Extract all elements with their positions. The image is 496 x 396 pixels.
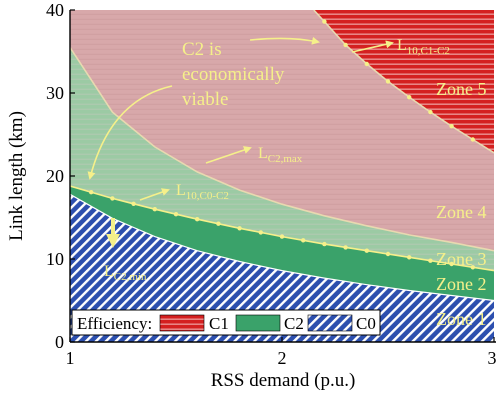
l-c2-min-curve bbox=[70, 193, 494, 302]
l-10-c0-c2-point bbox=[110, 196, 115, 201]
x-tick-label: 1 bbox=[66, 348, 75, 368]
zone-3-region bbox=[70, 47, 494, 271]
l-10-c0-c2-point bbox=[301, 238, 306, 243]
legend-swatch-c1 bbox=[159, 314, 205, 332]
l-10-c0-c2-point bbox=[152, 207, 157, 212]
x-tick-label: 2 bbox=[278, 348, 287, 368]
x-axis-label: RSS demand (p.u.) bbox=[211, 370, 356, 391]
cmax-label-arrow bbox=[205, 146, 252, 164]
zone-1-region bbox=[70, 194, 494, 342]
l-10-c0-c2-point bbox=[364, 248, 369, 253]
cmin-label-arrow bbox=[106, 218, 120, 248]
x-tick-label: 3 bbox=[488, 348, 496, 368]
y-tick-label: 40 bbox=[46, 0, 64, 20]
l-10-c1-c2-point bbox=[449, 124, 454, 129]
l-10-c0-c2-point bbox=[131, 201, 136, 206]
l-10-c1-c2-point bbox=[428, 109, 433, 115]
y-tick-label: 30 bbox=[46, 83, 64, 103]
l-c2-min-label: LC2,min bbox=[104, 263, 147, 283]
y-tick-label: 0 bbox=[55, 332, 64, 352]
y-tick-label: 20 bbox=[46, 166, 64, 186]
c0c2-label-arrow bbox=[139, 188, 170, 201]
l-10-c0-c2-point bbox=[279, 234, 285, 239]
l-10-c0-c2-point bbox=[407, 255, 412, 260]
l-c2-max-label: LC2,max bbox=[258, 145, 303, 165]
y-tick-label: 10 bbox=[46, 249, 64, 269]
l-10-c1-c2-point bbox=[322, 19, 327, 24]
legend-label-c1: C1 bbox=[209, 314, 229, 333]
l-10-c0-c2-point bbox=[470, 265, 475, 270]
legend-swatch-c0 bbox=[307, 314, 353, 332]
viability-annotation: C2 is economically viable bbox=[182, 39, 289, 110]
l-10-c0-c2-point bbox=[428, 258, 433, 263]
zone-label: Zone 5 bbox=[436, 79, 486, 99]
legend-label-c0: C0 bbox=[356, 314, 376, 333]
annotation-arrow-zone3 bbox=[87, 85, 173, 180]
l-10-c1-c2-point bbox=[364, 61, 369, 67]
l-10-c1-c2-label: L10,C1-C2 bbox=[397, 37, 450, 57]
zone-label: Zone 2 bbox=[436, 274, 486, 294]
annotation-arrow-c1c2 bbox=[249, 36, 320, 45]
c1c2-label-arrow bbox=[351, 40, 394, 53]
zone-label: Zone 4 bbox=[436, 202, 486, 222]
l-10-c0-c2-point bbox=[216, 221, 221, 226]
l-10-c1-c2-point bbox=[407, 95, 412, 100]
l-10-c1-c2-point bbox=[385, 79, 391, 84]
legend-swatch-c2 bbox=[235, 314, 281, 332]
l-10-c1-c2-point bbox=[470, 137, 475, 142]
l-10-c0-c2-point bbox=[343, 245, 348, 250]
l-10-c0-c2-label: L10,C0-C2 bbox=[176, 182, 229, 202]
zone-label: Zone 1 bbox=[436, 309, 486, 329]
l-10-c1-c2-point bbox=[343, 42, 348, 48]
l-c2-max-curve bbox=[70, 46, 494, 252]
zone-label: Zone 3 bbox=[436, 249, 486, 269]
l-10-c0-c2-point bbox=[195, 217, 200, 222]
l-10-c0-c2-point bbox=[173, 212, 179, 217]
l-10-c0-c2-point bbox=[449, 261, 454, 267]
legend-label-c2: C2 bbox=[284, 314, 304, 333]
l-10-c0-c2-point bbox=[385, 251, 391, 257]
l-10-c0-c2-point bbox=[237, 226, 242, 231]
l-10-c0-c2-point bbox=[89, 190, 94, 195]
l-10-c0-c2-point bbox=[322, 241, 327, 247]
y-axis-label: Link length (km) bbox=[6, 111, 27, 241]
legend: Efficiency: C1 C2 C0 bbox=[71, 309, 381, 336]
legend-title: Efficiency: bbox=[77, 314, 152, 333]
zone-5-region bbox=[313, 10, 494, 153]
l-10-c0-c2-point bbox=[258, 230, 263, 235]
